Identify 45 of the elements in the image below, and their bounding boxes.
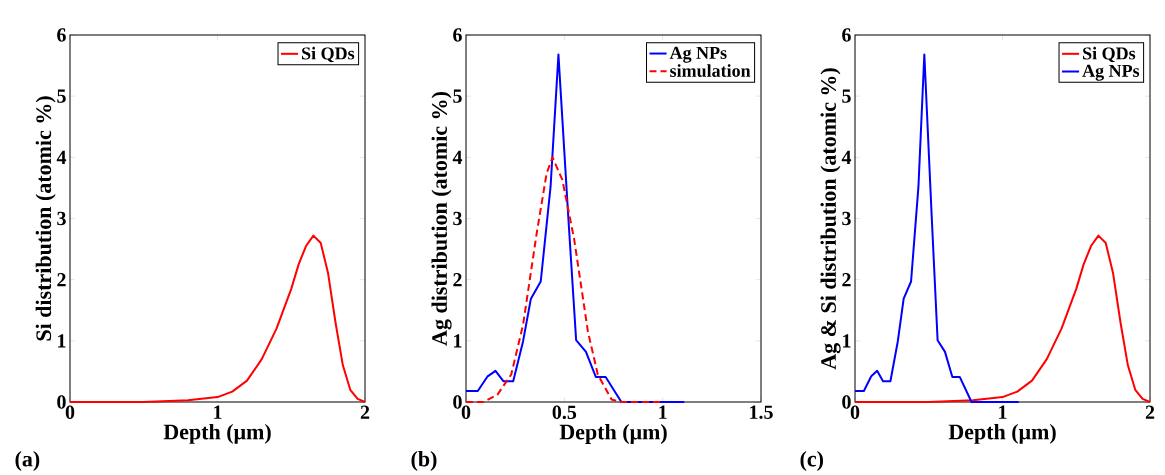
x-tick-label: 1.5	[750, 405, 773, 420]
y-tick-label: 1	[843, 334, 851, 348]
x-axis-title: Depth (μm)	[559, 423, 667, 444]
y-tick-label: 4	[56, 150, 67, 164]
y-tick-label: 2	[453, 273, 462, 287]
y-tick-label: 0	[842, 395, 851, 409]
y-tick-label: 6	[57, 28, 66, 42]
x-axis-title: Depth (μm)	[163, 423, 271, 444]
y-tick-label: 3	[842, 211, 851, 226]
y-tick-label: 5	[57, 89, 66, 103]
x-tick-label: 0.5	[552, 405, 577, 420]
y-tick-label: 1	[454, 334, 462, 348]
y-tick-label: 4	[452, 150, 463, 164]
x-tick-label: 2	[360, 405, 370, 419]
y-tick-label: 5	[842, 89, 851, 103]
x-tick-label: 1	[659, 405, 667, 419]
x-tick-label: 2	[1145, 405, 1155, 419]
legend-label: Ag NPs	[669, 46, 727, 63]
line-series	[854, 234, 1151, 403]
y-tick-label: 2	[842, 273, 851, 287]
legend-label: Si QDs	[1083, 46, 1136, 63]
line-series	[854, 53, 1020, 403]
x-tick-label: 1	[999, 405, 1007, 419]
text: (c)	[800, 450, 823, 471]
text: (b)	[411, 450, 437, 471]
x-axis-title: Depth (μm)	[948, 423, 1056, 444]
y-tick-label: 6	[453, 28, 462, 42]
y-tick-label: 0	[453, 395, 462, 409]
line-series	[69, 234, 367, 403]
y-tick-label: 1	[58, 334, 66, 348]
legend-label: Si QDs	[302, 46, 355, 63]
y-tick-label: 5	[453, 89, 462, 103]
y-axis-title: Si distribution (atomic %)	[35, 96, 56, 341]
y-tick-label: 2	[57, 273, 66, 287]
y-axis-title: Ag distribution (atomic %)	[431, 92, 452, 346]
y-tick-label: 3	[453, 211, 462, 226]
x-tick-label: 1	[214, 405, 222, 419]
y-tick-label: 4	[841, 150, 852, 164]
legend-label: Ag NPs	[1082, 64, 1140, 81]
legend-label: simulation	[670, 64, 751, 77]
y-tick-label: 0	[57, 395, 66, 409]
y-tick-label: 3	[57, 211, 66, 226]
y-tick-label: 6	[842, 28, 851, 42]
text: (a)	[15, 450, 40, 471]
y-axis-title: Ag & Si distribution (atomic %)	[820, 68, 841, 370]
